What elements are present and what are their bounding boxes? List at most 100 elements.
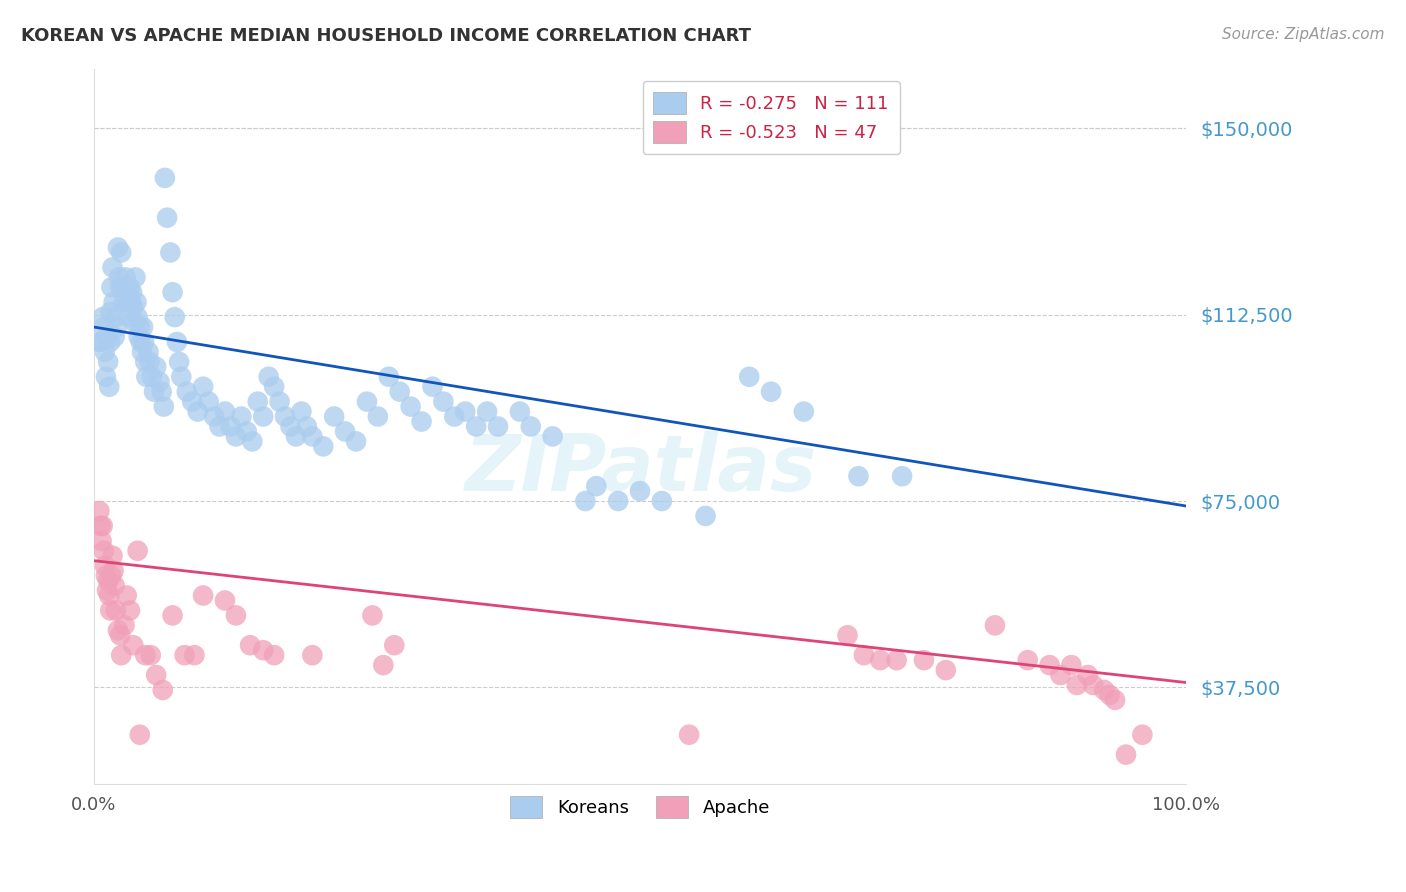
Point bbox=[153, 400, 176, 414]
Point bbox=[432, 394, 454, 409]
Point bbox=[108, 628, 131, 642]
Point bbox=[101, 549, 124, 563]
Point bbox=[114, 618, 136, 632]
Point bbox=[239, 638, 262, 652]
Point bbox=[89, 504, 111, 518]
Point bbox=[98, 603, 121, 617]
Point bbox=[191, 589, 214, 603]
Point bbox=[225, 608, 247, 623]
Point bbox=[173, 648, 195, 662]
Point bbox=[848, 469, 870, 483]
Point bbox=[125, 295, 148, 310]
Point bbox=[263, 648, 285, 662]
Point bbox=[1132, 728, 1154, 742]
Point bbox=[1092, 683, 1115, 698]
Point bbox=[399, 400, 422, 414]
Point bbox=[301, 429, 323, 443]
Point bbox=[152, 683, 174, 698]
Point bbox=[257, 369, 280, 384]
Point bbox=[89, 519, 111, 533]
Point bbox=[91, 310, 114, 324]
Point bbox=[181, 394, 204, 409]
Point bbox=[139, 648, 162, 662]
Point bbox=[124, 270, 146, 285]
Point bbox=[1049, 668, 1071, 682]
Point bbox=[101, 260, 124, 275]
Point bbox=[935, 663, 957, 677]
Point bbox=[170, 369, 193, 384]
Point bbox=[94, 345, 117, 359]
Point bbox=[122, 300, 145, 314]
Point bbox=[388, 384, 411, 399]
Point bbox=[167, 355, 190, 369]
Point bbox=[1038, 658, 1060, 673]
Point bbox=[93, 320, 115, 334]
Point bbox=[628, 484, 651, 499]
Point bbox=[1098, 688, 1121, 702]
Point bbox=[105, 320, 128, 334]
Point bbox=[465, 419, 488, 434]
Point bbox=[98, 589, 121, 603]
Point bbox=[176, 384, 198, 399]
Point bbox=[128, 728, 150, 742]
Point bbox=[443, 409, 465, 424]
Point bbox=[112, 295, 135, 310]
Point bbox=[98, 380, 121, 394]
Point bbox=[98, 334, 121, 349]
Point bbox=[520, 419, 543, 434]
Point bbox=[607, 494, 630, 508]
Point bbox=[128, 330, 150, 344]
Point bbox=[141, 369, 163, 384]
Text: Source: ZipAtlas.com: Source: ZipAtlas.com bbox=[1222, 27, 1385, 42]
Point bbox=[104, 603, 127, 617]
Point bbox=[156, 211, 179, 225]
Point bbox=[94, 369, 117, 384]
Point bbox=[96, 583, 118, 598]
Point bbox=[422, 380, 444, 394]
Point bbox=[115, 285, 138, 300]
Point bbox=[1083, 678, 1105, 692]
Point bbox=[143, 384, 166, 399]
Point bbox=[110, 648, 132, 662]
Point bbox=[852, 648, 875, 662]
Point bbox=[120, 295, 142, 310]
Point bbox=[1017, 653, 1039, 667]
Point bbox=[134, 334, 156, 349]
Point bbox=[323, 409, 346, 424]
Point bbox=[94, 568, 117, 582]
Point bbox=[129, 334, 152, 349]
Point bbox=[214, 593, 236, 607]
Text: KOREAN VS APACHE MEDIAN HOUSEHOLD INCOME CORRELATION CHART: KOREAN VS APACHE MEDIAN HOUSEHOLD INCOME… bbox=[21, 27, 751, 45]
Point bbox=[356, 394, 378, 409]
Point bbox=[90, 533, 112, 548]
Point bbox=[252, 643, 274, 657]
Point bbox=[150, 384, 173, 399]
Point bbox=[219, 419, 242, 434]
Point bbox=[378, 369, 401, 384]
Point bbox=[373, 658, 395, 673]
Point bbox=[886, 653, 908, 667]
Point bbox=[108, 270, 131, 285]
Point bbox=[145, 668, 167, 682]
Point bbox=[280, 419, 302, 434]
Point bbox=[103, 564, 125, 578]
Point bbox=[103, 295, 125, 310]
Point bbox=[263, 380, 285, 394]
Point bbox=[111, 280, 134, 294]
Point bbox=[134, 355, 156, 369]
Point bbox=[252, 409, 274, 424]
Point bbox=[138, 355, 160, 369]
Point bbox=[486, 419, 509, 434]
Point bbox=[454, 404, 477, 418]
Point bbox=[869, 653, 891, 667]
Point bbox=[118, 310, 141, 324]
Point bbox=[312, 439, 335, 453]
Point bbox=[574, 494, 596, 508]
Point bbox=[191, 380, 214, 394]
Point bbox=[124, 315, 146, 329]
Point bbox=[122, 638, 145, 652]
Point bbox=[121, 285, 143, 300]
Point bbox=[132, 320, 155, 334]
Point bbox=[148, 375, 170, 389]
Point bbox=[134, 648, 156, 662]
